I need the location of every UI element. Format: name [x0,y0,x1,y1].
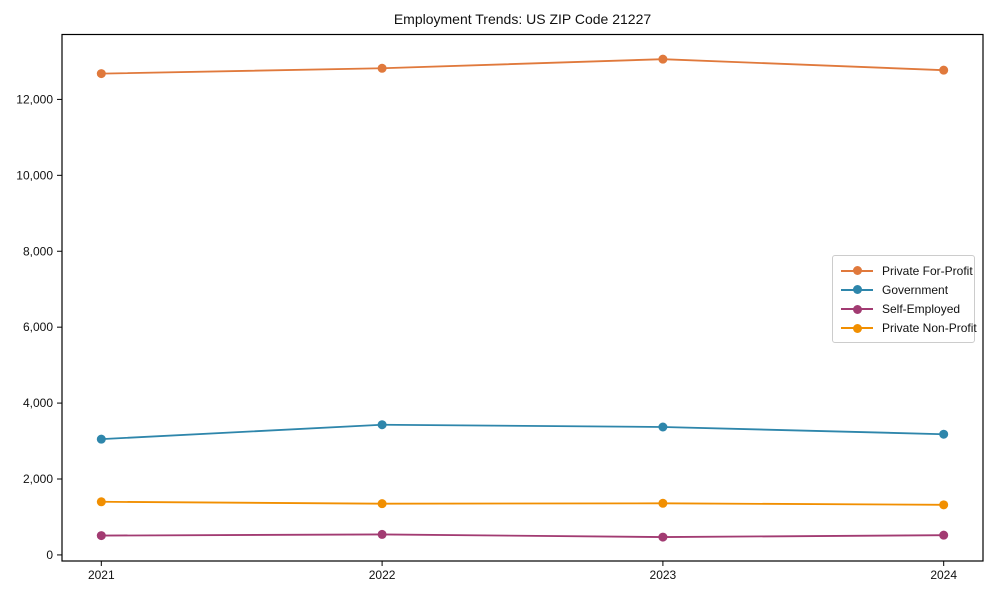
data-point-self-employed-2021 [96,531,106,541]
legend-label: Government [882,282,949,297]
y-tick-label: 6,000 [23,320,53,334]
legend-swatch-dot [852,266,862,276]
data-point-private-for-profit-2024 [939,65,949,75]
data-point-private-non-profit-2021 [96,497,106,507]
legend-item-government: Government [841,280,968,299]
y-tick-label: 4,000 [23,396,53,410]
y-tick-label: 0 [46,548,53,562]
legend-item-private-for-profit: Private For-Profit [841,261,973,280]
legend-label: Self-Employed [882,302,961,317]
x-tick-label: 2022 [369,568,396,582]
y-tick-label: 12,000 [16,92,53,106]
legend-label: Private For-Profit [882,263,973,278]
data-point-private-for-profit-2022 [377,63,387,73]
legend-swatch-line [841,323,873,333]
plot-frame [61,33,984,562]
legend-swatch-line [841,285,873,295]
legend-swatch-dot [852,304,862,314]
series-line-government [101,423,944,441]
data-point-government-2024 [939,429,949,439]
data-point-private-for-profit-2021 [96,69,106,79]
series-line-private-for-profit [101,58,944,75]
data-point-private-non-profit-2022 [377,499,387,509]
legend-swatch-line [841,266,873,276]
data-point-private-non-profit-2024 [939,500,949,510]
data-point-government-2023 [658,422,668,432]
legend-swatch-dot [852,285,862,295]
legend: Private For-Profit Government Self-Employe… [832,255,977,343]
chart-title: Employment Trends: US ZIP Code 21227 [393,11,652,27]
legend-swatch-line [841,304,873,314]
x-tick-label: 2023 [650,568,677,582]
data-point-self-employed-2022 [377,529,387,539]
legend-swatch-dot [852,323,862,333]
data-point-private-non-profit-2023 [658,498,668,508]
legend-item-private-non-profit: Private Non-Profit [841,319,977,338]
data-point-private-for-profit-2023 [658,54,668,64]
legend-item-self-employed: Self-Employed [841,300,968,319]
y-tick-label: 10,000 [16,168,53,182]
data-point-self-employed-2023 [658,532,668,542]
series-line-self-employed [101,533,944,538]
x-tick-label: 2024 [930,568,957,582]
legend-label: Private Non-Profit [882,321,977,336]
data-point-government-2022 [377,420,387,430]
x-tick-label: 2021 [88,568,115,582]
data-point-self-employed-2024 [939,530,949,540]
y-tick-label: 8,000 [23,244,53,258]
y-tick-label: 2,000 [23,472,53,486]
data-point-government-2021 [96,434,106,444]
series-line-private-non-profit [101,500,944,506]
